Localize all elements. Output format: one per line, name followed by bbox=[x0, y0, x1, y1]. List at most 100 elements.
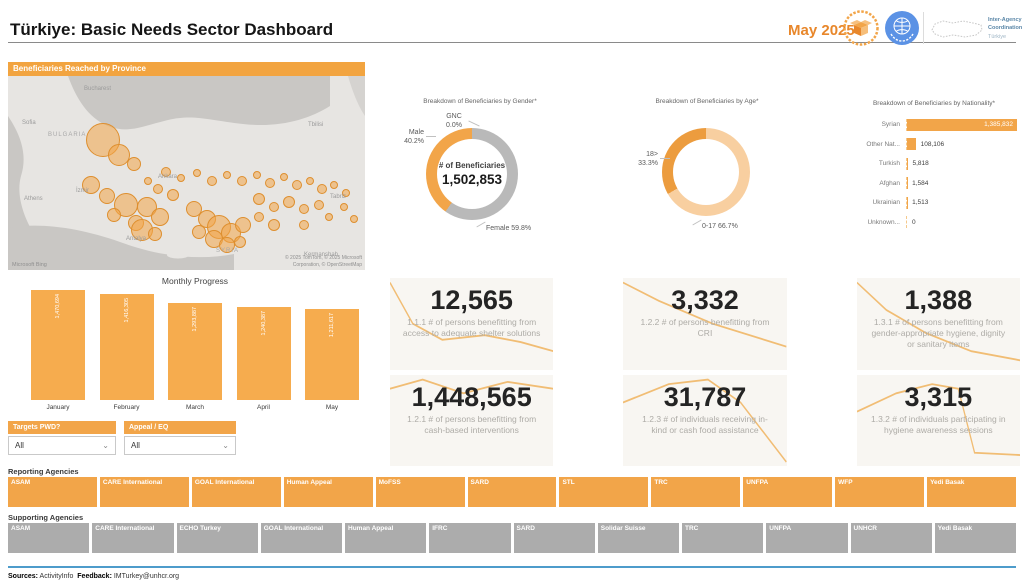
province-bubble bbox=[306, 177, 314, 185]
filter-targets-pwd-dropdown[interactable]: All ⌄ bbox=[8, 436, 116, 455]
filter-targets-pwd-label: Targets PWD? bbox=[8, 421, 116, 434]
agency-tile[interactable]: Human Appeal bbox=[345, 523, 427, 553]
map-canvas[interactable]: © 2025 TomTom, © 2025 Microsoft Corporat… bbox=[8, 76, 365, 270]
agency-tile[interactable]: ASAM bbox=[8, 523, 90, 553]
monthly-bar-value: 1,470,694 bbox=[55, 294, 61, 319]
nationality-bar-track: 1,385,832 bbox=[906, 118, 1020, 131]
feedback-email[interactable]: IMTurkey@unhcr.org bbox=[113, 573, 180, 580]
agency-tile[interactable]: Solidar Suisse bbox=[597, 523, 679, 553]
agency-tile[interactable]: CARE International bbox=[99, 477, 189, 507]
nationality-category-label: Syrian bbox=[881, 121, 900, 129]
filter-appeal-eq-label: Appeal / EQ bbox=[124, 421, 236, 434]
agency-tile[interactable]: GOAL International bbox=[260, 523, 342, 553]
agency-tile[interactable]: Yedi Basak bbox=[927, 477, 1016, 507]
turkey-outline-logo bbox=[929, 16, 985, 42]
monthly-bar-value: 1,211,617 bbox=[329, 313, 335, 338]
agency-tile[interactable]: UNFPA bbox=[766, 523, 848, 553]
agency-tile[interactable]: UNHCR bbox=[850, 523, 932, 553]
kpi-sparkline bbox=[623, 281, 787, 348]
map-place-label: Kermanshah bbox=[304, 252, 339, 258]
monthly-bar-box: 1,416,305 bbox=[99, 290, 154, 400]
monthly-axis-label: May bbox=[325, 404, 339, 411]
agency-tile[interactable]: GOAL International bbox=[191, 477, 281, 507]
monthly-bar-column: 1,416,305 February bbox=[97, 290, 157, 411]
map-place-label: Sofia bbox=[22, 120, 36, 126]
nationality-chart: Breakdown of Beneficiaries by Nationalit… bbox=[848, 100, 1020, 260]
sources-value: ActivityInfo bbox=[39, 573, 74, 580]
header-divider bbox=[8, 42, 1016, 43]
nationality-bar bbox=[907, 138, 916, 151]
agency-tile[interactable]: ASAM bbox=[8, 477, 97, 507]
monthly-bar-column: 1,240,387 April bbox=[234, 290, 294, 411]
agency-tile[interactable]: MoFSS bbox=[375, 477, 465, 507]
province-bubble bbox=[330, 181, 338, 189]
monthly-axis-label: February bbox=[113, 404, 140, 411]
age-chart: Breakdown of Beneficiaries by Age* 18> 3… bbox=[622, 98, 792, 273]
agency-tile[interactable]: TRC bbox=[682, 523, 764, 553]
nationality-category-label: Ukrainian bbox=[872, 199, 900, 207]
gender-center-kpi: # of Beneficiaries 1,502,853 bbox=[438, 161, 506, 187]
nationality-value: 1,584 bbox=[912, 179, 929, 187]
province-bubble bbox=[350, 215, 358, 223]
province-bubble bbox=[283, 196, 295, 208]
nationality-bar-row: Syrian 1,385,832 bbox=[848, 117, 1020, 133]
nationality-bar-track: 108,106 bbox=[906, 138, 1020, 151]
province-bubble bbox=[82, 176, 100, 194]
nationality-bar-track: 5,818 bbox=[906, 157, 1020, 170]
monthly-axis-label: March bbox=[185, 404, 205, 411]
province-bubble bbox=[192, 225, 206, 239]
kpi-sparkline bbox=[856, 281, 1020, 362]
filter-appeal-eq-dropdown[interactable]: All ⌄ bbox=[124, 436, 236, 455]
age-callout-child: 0-17 66.7% bbox=[702, 223, 738, 230]
monthly-bar-box: 1,211,617 bbox=[305, 290, 359, 400]
nationality-value: 1,513 bbox=[912, 199, 929, 207]
reporting-agencies-label: Reporting Agencies bbox=[8, 467, 79, 476]
map-panel: Beneficiaries Reached by Province © 2025… bbox=[8, 62, 365, 270]
province-bubble bbox=[153, 184, 163, 194]
agency-tile[interactable]: STL bbox=[559, 477, 649, 507]
monthly-bar-column: 1,470,694 January bbox=[28, 290, 88, 411]
callout-line bbox=[476, 221, 486, 228]
province-bubble bbox=[342, 189, 350, 197]
monthly-axis-label: January bbox=[46, 404, 70, 411]
nationality-bar: 1,385,832 bbox=[907, 118, 1017, 131]
agency-tile[interactable]: IFRC bbox=[429, 523, 511, 553]
agency-tile[interactable]: ECHO Turkey bbox=[176, 523, 258, 553]
agency-tile[interactable]: WFP bbox=[835, 477, 925, 507]
nationality-value: 1,385,832 bbox=[984, 121, 1013, 129]
agency-tile[interactable]: CARE International bbox=[92, 523, 174, 553]
agency-tile[interactable]: SARD bbox=[467, 477, 557, 507]
monthly-bar: 1,293,887 bbox=[168, 303, 222, 400]
footer-divider bbox=[8, 566, 1016, 568]
kpi-description: 1.3.1 # of persons benefitting from gend… bbox=[871, 317, 1006, 350]
supporting-agencies-row: ASAM CARE International ECHO Turkey GOAL In… bbox=[8, 523, 1016, 553]
kpi-card: 3,315 1.3.2 # of individuals participatin… bbox=[856, 374, 1020, 466]
agency-tile[interactable]: TRC bbox=[651, 477, 741, 507]
province-bubble bbox=[265, 178, 275, 188]
nationality-bar bbox=[907, 157, 908, 170]
filter-targets-pwd-value: All bbox=[15, 441, 24, 450]
nationality-category-label: Unknown... bbox=[867, 218, 900, 226]
monthly-bar-value: 1,416,305 bbox=[123, 298, 130, 323]
agency-tile[interactable]: SARD bbox=[513, 523, 595, 553]
kpi-description: 1.1.1 # of persons benefitting from acce… bbox=[402, 317, 541, 339]
province-bubble bbox=[340, 203, 348, 211]
nationality-bar-row: Other Nat... 108,106 bbox=[848, 137, 1020, 153]
report-date: May 2025 bbox=[788, 22, 855, 39]
nationality-category-label: Turkish bbox=[878, 160, 900, 168]
logo-divider bbox=[923, 12, 924, 44]
kpi-card: 1,448,565 1.2.1 # of persons benefitting … bbox=[390, 374, 554, 466]
nationality-bar-row: Turkish 5,818 bbox=[848, 156, 1020, 172]
agency-tile[interactable]: Yedi Basak bbox=[934, 523, 1016, 553]
province-bubble bbox=[292, 180, 302, 190]
province-bubble bbox=[127, 157, 141, 171]
map-place-label: Athens bbox=[24, 196, 43, 202]
map-title: Beneficiaries Reached by Province bbox=[8, 62, 365, 76]
agency-tile[interactable]: Human Appeal bbox=[283, 477, 373, 507]
kpi-sparkline bbox=[390, 378, 554, 394]
gender-callout-gnc: GNC 0.0% bbox=[446, 113, 462, 130]
footer: Sources: ActivityInfo Feedback: IMTurkey… bbox=[8, 573, 179, 580]
agency-tile[interactable]: UNFPA bbox=[743, 477, 833, 507]
kpi-value: 3,332 bbox=[671, 285, 739, 315]
kpi-card: 12,565 1.1.1 # of persons benefitting fro… bbox=[390, 278, 554, 370]
